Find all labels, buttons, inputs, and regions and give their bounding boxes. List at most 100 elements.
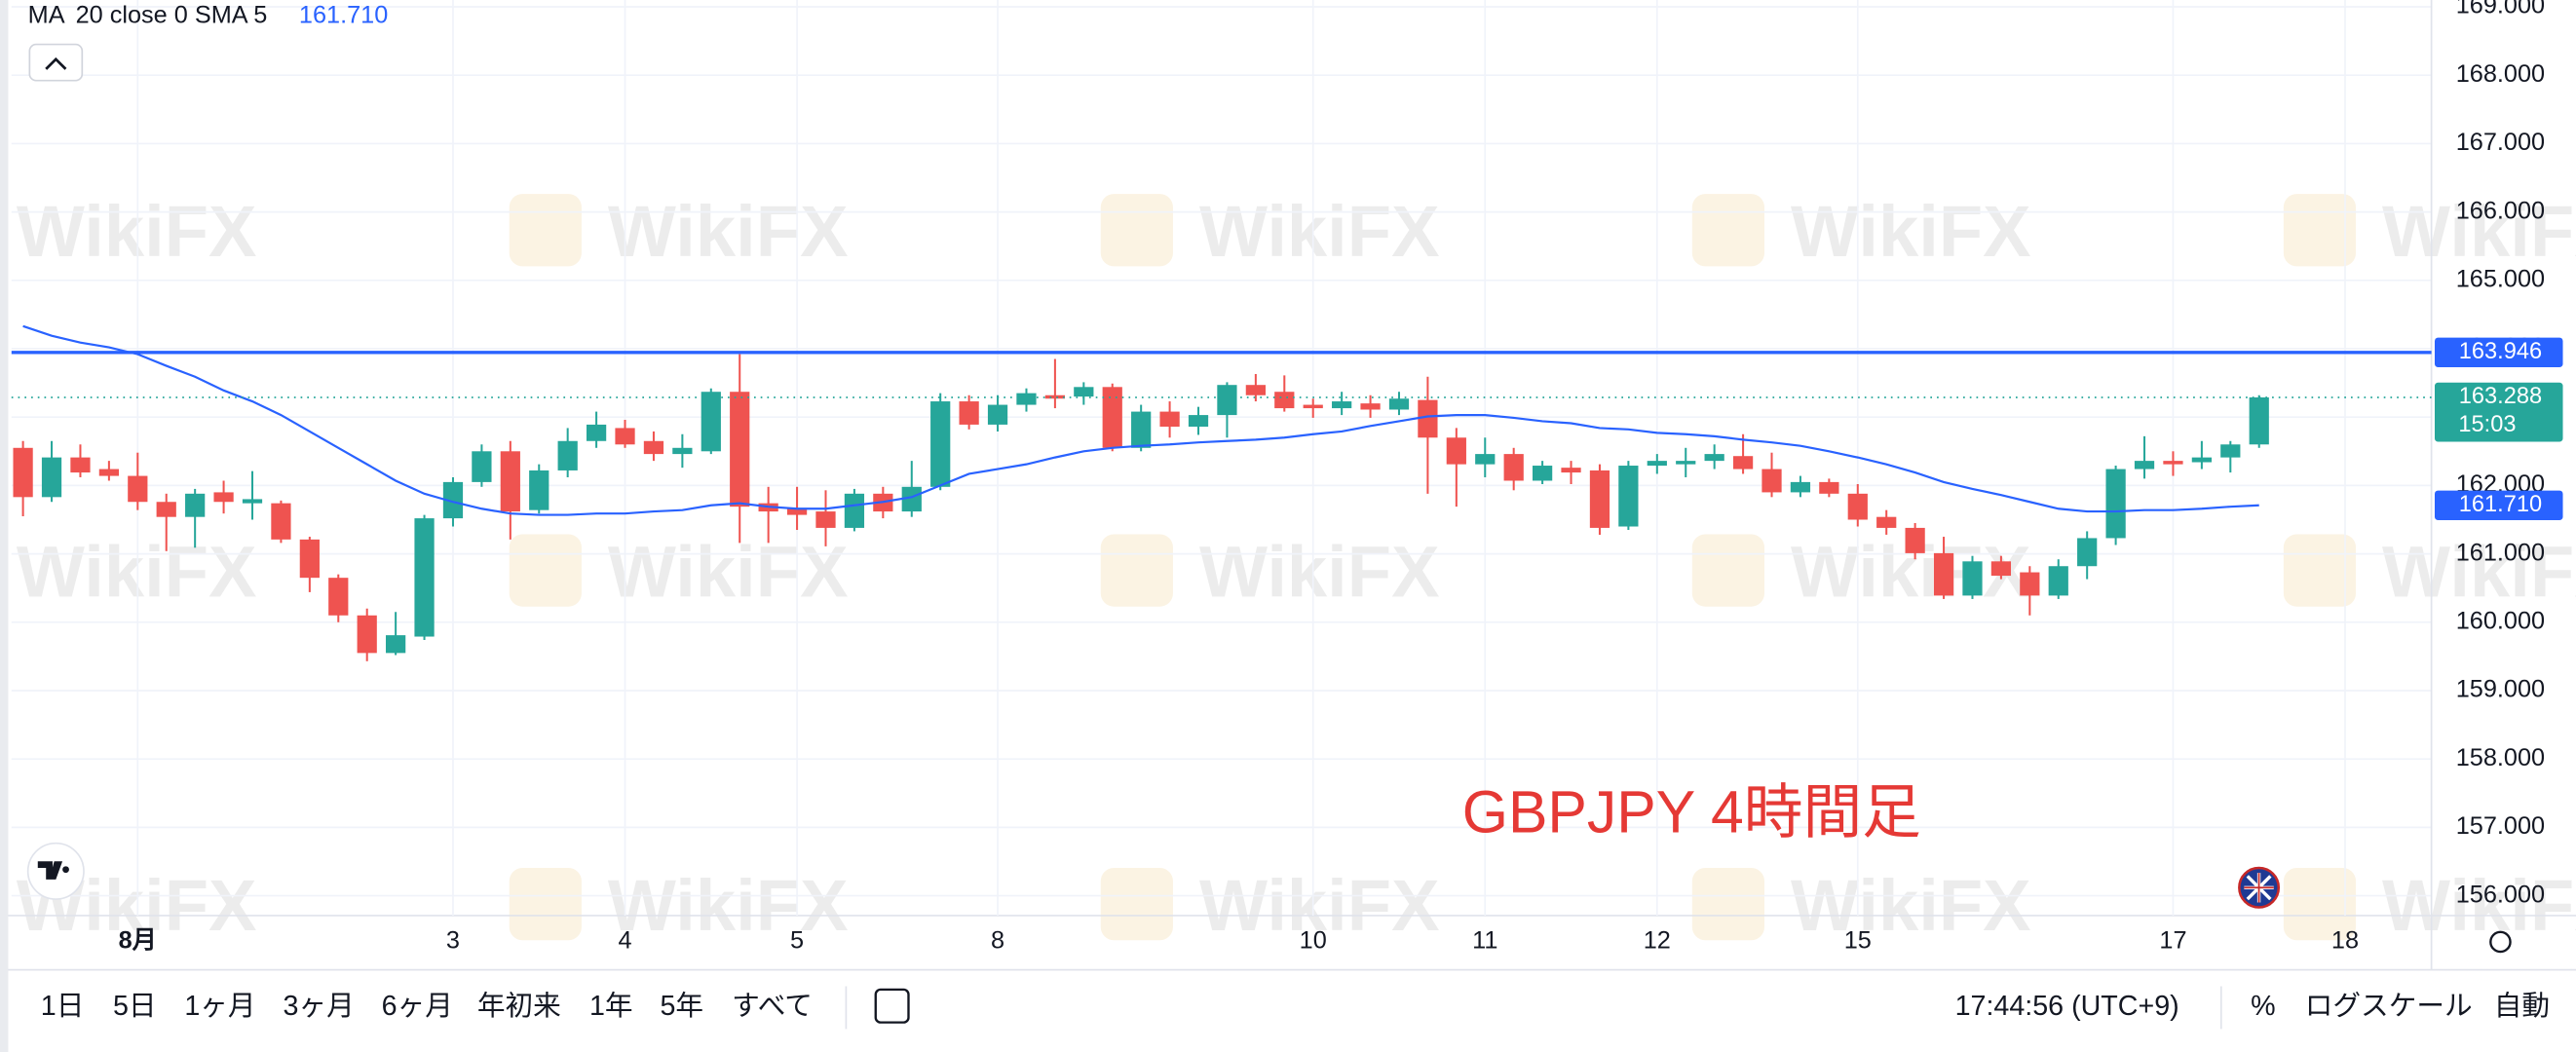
candle-body [1303,404,1323,409]
y-tick-label: 159.000 [2456,676,2545,703]
candle-body [844,493,865,528]
candle-body [529,470,549,510]
y-tick-label: 166.000 [2456,197,2545,224]
candle-body [156,502,176,517]
watermark-logo [1100,868,1173,941]
x-tick-label: 12 [1644,927,1671,955]
watermark-logo [1691,194,1765,267]
settings-icon[interactable] [2489,930,2512,954]
candle-body [1819,481,1839,494]
candle-body [2191,457,2212,463]
range-button[interactable]: すべて [732,991,813,1022]
range-button[interactable]: 3ヶ月 [284,991,355,1022]
candle-body [442,481,464,519]
candle-body [586,424,607,441]
candle-body [2134,461,2155,470]
watermark: WikiFX [17,532,257,613]
candle-body [615,428,635,445]
candle-body [1131,411,1152,448]
date-range-icon[interactable] [874,988,910,1024]
x-tick-label: 15 [1844,927,1872,955]
collapse-button[interactable] [28,43,84,82]
x-tick-label: 8 [991,927,1004,955]
range-button[interactable]: 6ヶ月 [382,991,453,1022]
candle-body [472,451,492,482]
candle-body [1159,411,1180,428]
candle-body [643,440,664,455]
watermark-logo [1691,534,1765,607]
candle-body [2048,566,2068,596]
watermark-logo [1691,868,1765,941]
range-button[interactable]: 年初来 [477,991,561,1022]
watermark: WikiFX [1199,865,1440,946]
candle-body [672,447,693,455]
candle-body [1475,454,1496,465]
candle-body [1446,437,1466,465]
y-tick-label: 156.000 [2456,881,2545,908]
tv-logo-mark [37,861,69,880]
candle-body [386,635,406,654]
candle-body [128,475,148,503]
watermark: WikiFX [2382,865,2576,946]
y-tick-label: 157.000 [2456,812,2545,840]
log-scale-toggle[interactable]: ログスケール [2305,991,2473,1022]
indicator-params: 20 close 0 SMA 5 [76,2,268,29]
watermark: WikiFX [608,532,849,613]
annotation: GBPJPY 4時間足 [1462,779,1921,845]
watermark-logo [1100,194,1173,267]
y-tick-label: 161.000 [2456,539,2545,566]
watermark: WikiFX [17,191,257,272]
candle-body [2163,461,2183,465]
candle-body [1732,456,1754,470]
uk-flag-cross-red [2244,873,2274,903]
candle-body [1332,401,1352,409]
x-tick-label: 4 [618,927,631,955]
auto-scale-toggle[interactable]: 自動 [2494,991,2550,1022]
candle-body [2077,538,2098,567]
candle-body [1418,399,1438,438]
percent-toggle[interactable]: % [2251,991,2275,1022]
candle-body [1561,468,1581,473]
candle-body [1847,493,1868,520]
candle-body [41,457,62,498]
candle-body [1044,394,1066,399]
x-tick-label: 8月 [119,927,157,955]
candle-body [185,493,206,517]
watermark-logo [509,534,582,607]
ma-line [22,324,2259,516]
range-button[interactable]: 1日 [41,991,85,1022]
watermark-logo [509,868,582,941]
candle-body [1647,461,1667,467]
range-button[interactable]: 1ヶ月 [184,991,255,1022]
y-tick-label: 168.000 [2456,60,2545,88]
candle-body [1762,469,1782,493]
hline-label: 163.946 [2459,339,2542,364]
x-tick-label: 11 [1472,927,1497,955]
y-tick-label: 167.000 [2456,129,2545,156]
candle-body [1990,561,2012,577]
candle-body [2020,572,2040,596]
candle-body [1388,398,1410,410]
candle-body [930,401,951,487]
candle-body [901,486,922,512]
candle-body [500,451,520,512]
range-button[interactable]: 5日 [113,991,157,1022]
candle-body [1905,527,1925,553]
y-tick-label: 160.000 [2456,607,2545,634]
candle-body [13,447,33,498]
candle-body [786,508,808,515]
candle-body [242,499,263,504]
candle-body [2249,396,2269,445]
candle-body [1074,387,1094,397]
range-button[interactable]: 1年 [589,991,633,1022]
x-tick-label: 10 [1300,927,1327,955]
current-price-bg [2434,382,2563,442]
indicator-name: MA [28,2,65,29]
candle-body [1503,454,1524,481]
watermark: WikiFX [1791,191,2031,272]
range-button[interactable]: 5年 [660,991,703,1022]
watermark: WikiFX [2382,532,2576,613]
candle-body [959,401,979,425]
indicator-value: 161.710 [299,2,388,29]
